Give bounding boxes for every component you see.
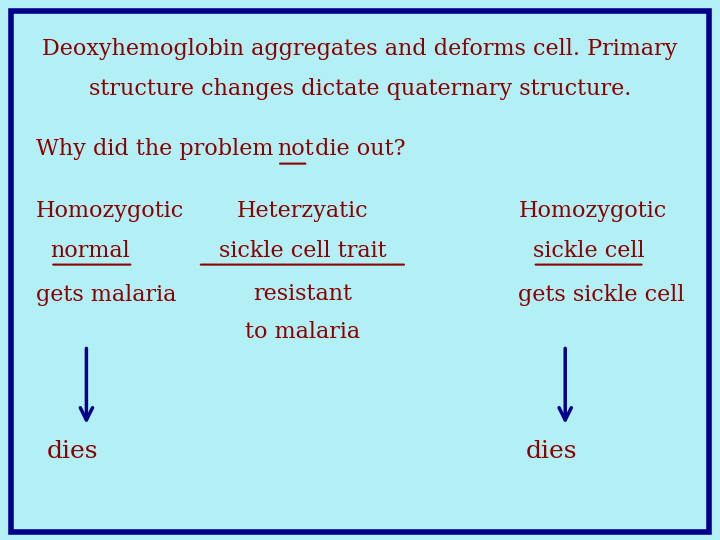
- Text: Heterzyatic: Heterzyatic: [237, 200, 368, 222]
- Text: dies: dies: [526, 440, 577, 463]
- Text: Homozygotic: Homozygotic: [518, 200, 667, 222]
- Text: Homozygotic: Homozygotic: [36, 200, 184, 222]
- Text: Deoxyhemoglobin aggregates and deforms cell. Primary: Deoxyhemoglobin aggregates and deforms c…: [42, 38, 678, 60]
- Text: gets malaria: gets malaria: [36, 284, 176, 306]
- Text: Why did the problem: Why did the problem: [36, 138, 281, 160]
- Text: structure changes dictate quaternary structure.: structure changes dictate quaternary str…: [89, 78, 631, 100]
- FancyBboxPatch shape: [11, 11, 709, 532]
- Text: not: not: [277, 138, 314, 160]
- Text: die out?: die out?: [308, 138, 405, 160]
- Text: dies: dies: [47, 440, 99, 463]
- Text: resistant: resistant: [253, 284, 352, 306]
- Text: normal: normal: [50, 240, 130, 262]
- Text: to malaria: to malaria: [245, 321, 360, 343]
- Text: sickle cell: sickle cell: [533, 240, 644, 262]
- Text: gets sickle cell: gets sickle cell: [518, 284, 685, 306]
- Text: sickle cell trait: sickle cell trait: [219, 240, 386, 262]
